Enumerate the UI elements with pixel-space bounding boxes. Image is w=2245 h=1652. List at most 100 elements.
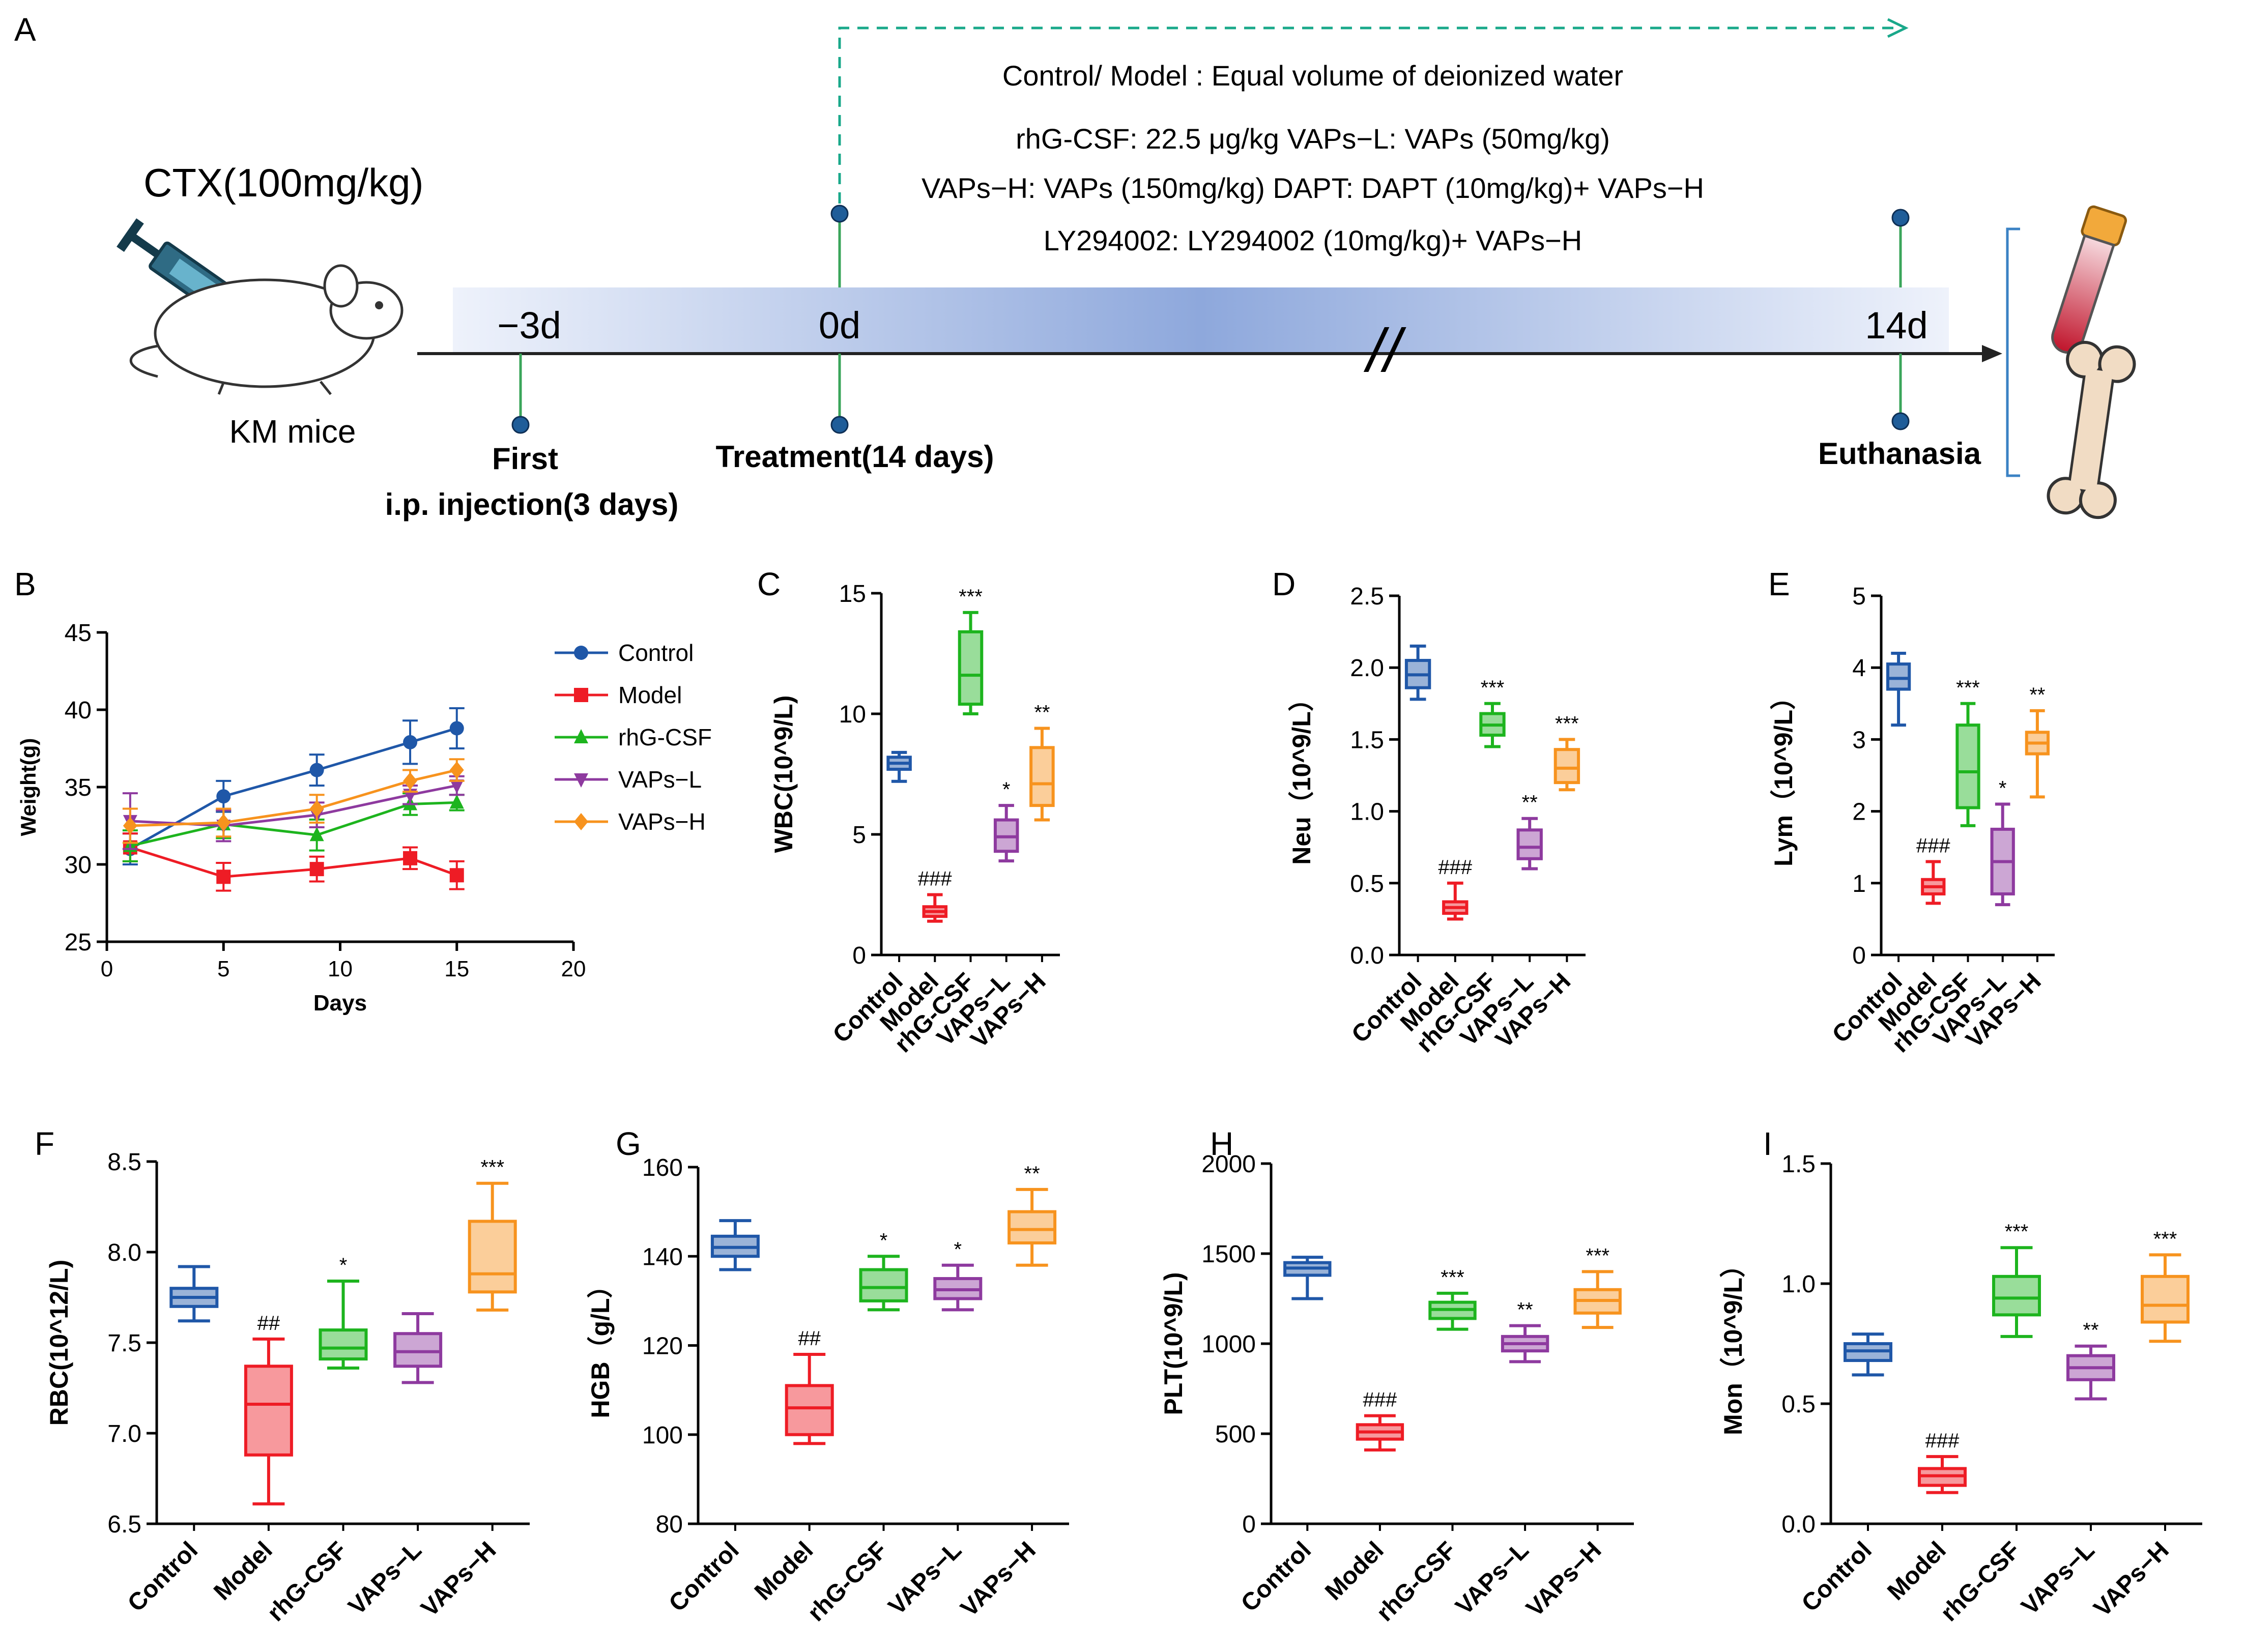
significance-mark: ### (1438, 856, 1472, 879)
significance-mark: * (1002, 778, 1011, 801)
y-tick-label: 3 (1852, 727, 1866, 753)
data-point (216, 789, 231, 804)
x-tick-label: VAPs−H (1521, 1537, 1607, 1622)
box-vaps-l: ** (1501, 1299, 1549, 1364)
y-tick-label: 2 (1852, 799, 1866, 826)
chart-g-hgb: 80 100 120 140 160 HGB（g/L） Control ## Model * rhG… (586, 1154, 1069, 1627)
cond-line-1: Control/ Model : Equal volume of deioniz… (1002, 60, 1623, 92)
x-tick-label: Model (209, 1537, 278, 1606)
legend-marker (574, 646, 588, 660)
chart-d-neu: 0.00.51.01.52.02.5Neu（10^9/L）Control###M… (1287, 583, 1586, 1058)
y-tick-label: 7.5 (107, 1330, 141, 1357)
cond-line-4: LY294002: LY294002 (10mg/kg)+ VAPs−H (1044, 224, 1582, 256)
box-body (1553, 748, 1580, 785)
data-point (123, 817, 137, 834)
box-vaps-l: ** (1516, 792, 1543, 871)
x-tick-label: 5 (217, 957, 229, 981)
y-tick-label: 0.5 (1781, 1391, 1816, 1418)
significance-mark: * (880, 1229, 888, 1252)
mouse-label: KM mice (229, 413, 356, 450)
data-point (216, 814, 231, 831)
box-vaps-h: *** (1553, 712, 1580, 792)
significance-mark: *** (1555, 712, 1579, 735)
panel-label-g: G (616, 1125, 641, 1162)
y-tick-label: 0.5 (1350, 871, 1384, 897)
box-vaps-l: * (933, 1238, 983, 1312)
y-tick-label: 5 (1852, 583, 1866, 610)
box-control (169, 1265, 219, 1323)
dashed-arrow-head (1887, 18, 1909, 38)
panel-label-f: F (35, 1125, 54, 1162)
box-vaps-l: * (1990, 777, 2015, 907)
day-label-14: 14d (1865, 304, 1927, 346)
y-tick-label: 1500 (1201, 1241, 1256, 1268)
y-tick-label: 80 (656, 1511, 683, 1538)
y-tick-label: 5 (852, 822, 866, 849)
y-tick-label: 2.5 (1350, 583, 1384, 610)
x-tick-label: rhG-CSF (262, 1537, 352, 1627)
box-model: ### (1918, 1430, 1967, 1494)
legend-marker (574, 688, 588, 702)
y-tick-label: 0.0 (1781, 1511, 1816, 1538)
significance-mark: ** (1517, 1299, 1533, 1321)
y-axis-title: Lym（10^9/L） (1769, 684, 1798, 866)
legend-label: rhG-CSF (618, 724, 712, 750)
panel-label-e: E (1768, 566, 1790, 602)
event-treatment: Treatment(14 days) (716, 440, 994, 474)
panel-label-c: C (757, 566, 781, 602)
significance-mark: ** (2083, 1319, 2098, 1342)
significance-mark: ### (918, 868, 952, 890)
significance-mark: *** (480, 1156, 504, 1179)
panel-label-a: A (14, 11, 36, 48)
box-body (1955, 723, 1980, 809)
significance-mark: *** (1956, 677, 1980, 699)
x-tick-label: VAPs−H (956, 1537, 1041, 1622)
x-tick-label: rhG-CSF (1936, 1537, 2026, 1627)
y-tick-label: 15 (839, 581, 866, 607)
significance-mark: ** (1034, 701, 1050, 723)
sample-bracket (2006, 227, 2020, 477)
panel-label-i: I (1763, 1125, 1772, 1162)
box-model: ### (918, 868, 952, 923)
y-axis-title: HGB（g/L） (586, 1272, 615, 1418)
significance-mark: *** (2005, 1221, 2029, 1243)
box-vaps-h: ** (1029, 701, 1055, 822)
chart-h-plt: 0 500 1000 1500 2000 PLT(10^9/L) Control ### Mod… (1159, 1151, 1634, 1627)
box-model: ### (1438, 856, 1473, 921)
x-tick-label: Control (1236, 1537, 1316, 1617)
significance-mark: ### (1916, 834, 1950, 857)
chart-c-wbc: 051015WBC(10^9/L)Control###Model***rhG-C… (769, 581, 1060, 1058)
panel-label-h: H (1210, 1125, 1233, 1162)
x-tick-label: Control (664, 1537, 744, 1617)
data-point (449, 761, 464, 779)
event-first: First (492, 442, 558, 476)
legend-label: VAPs−L (618, 766, 702, 793)
box-body (468, 1220, 517, 1294)
y-tick-label: 0 (1242, 1511, 1256, 1538)
box-body (393, 1332, 443, 1368)
event-ip-injection: i.p. injection(3 days) (385, 487, 679, 521)
significance-mark: ** (2029, 684, 2045, 706)
legend-label: Model (618, 682, 682, 708)
y-axis-title: PLT(10^9/L) (1159, 1272, 1188, 1415)
box-rhg-csf: *** (958, 586, 984, 715)
x-tick-label: 0 (101, 957, 113, 981)
y-tick-label: 35 (65, 774, 92, 801)
x-tick-label: VAPs−H (2089, 1537, 2174, 1622)
x-tick-label: 15 (444, 957, 469, 981)
y-tick-label: 1.0 (1350, 799, 1384, 826)
y-axis-title: Weight(g) (16, 738, 40, 836)
box-vaps-h: *** (1573, 1244, 1622, 1329)
y-tick-label: 40 (65, 697, 92, 724)
box-model: ## (244, 1312, 293, 1505)
box-vaps-l: ** (2066, 1319, 2115, 1401)
box-body (1886, 662, 1911, 691)
ctx-label: CTX(100mg/kg) (143, 160, 424, 205)
x-tick-label: VAPs−L (2017, 1537, 2100, 1620)
timeline-arrowhead (1982, 345, 2002, 362)
x-tick-label: Model (1320, 1537, 1389, 1606)
x-tick-label: rhG-CSF (802, 1537, 893, 1627)
x-tick-label: Control (1797, 1537, 1877, 1617)
box-rhg-csf: * (859, 1229, 908, 1312)
